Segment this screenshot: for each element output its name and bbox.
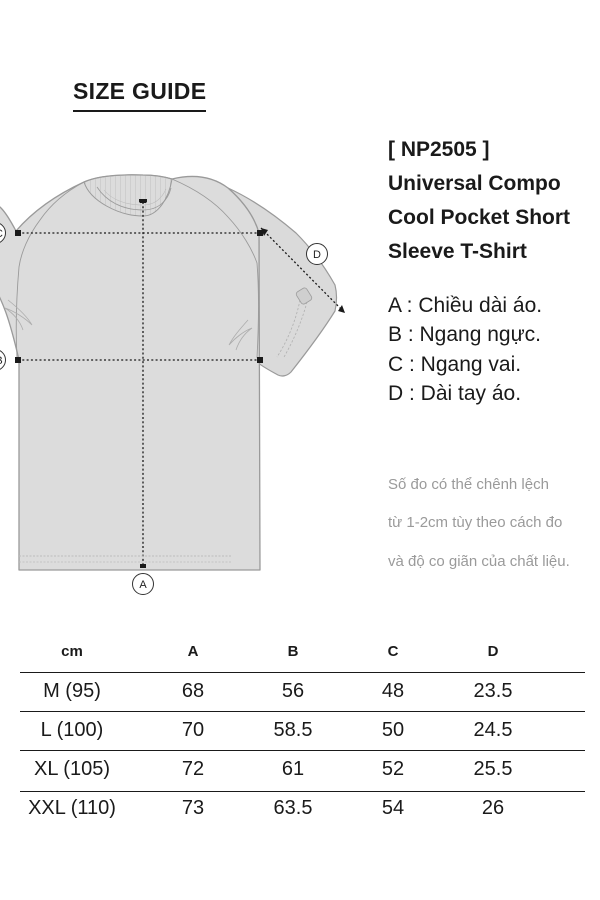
- svg-text:B: B: [0, 355, 3, 367]
- svg-text:C: C: [0, 228, 3, 240]
- svg-text:D: D: [313, 249, 321, 261]
- svg-text:A: A: [139, 579, 147, 591]
